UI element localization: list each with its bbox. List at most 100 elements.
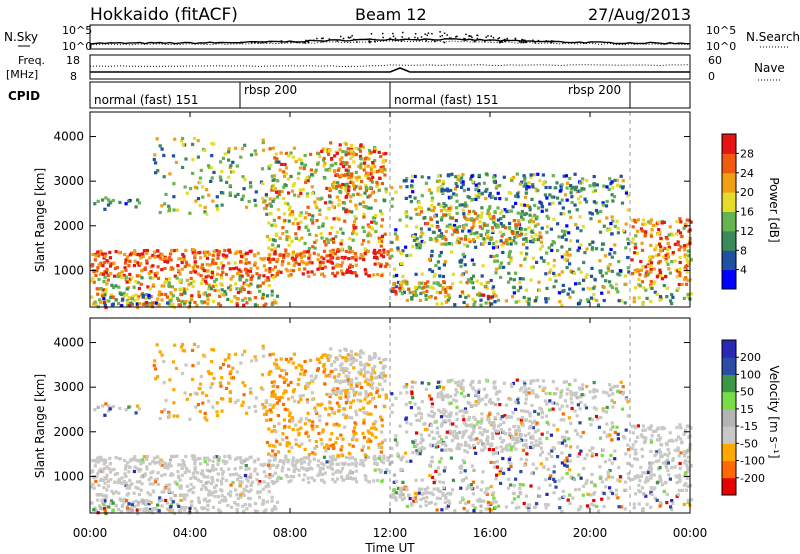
velocity-cell	[575, 432, 580, 436]
velocity-cell	[465, 509, 469, 513]
power-cell	[114, 298, 118, 302]
power-cell	[519, 264, 523, 268]
power-cell	[518, 182, 522, 186]
power-cell	[589, 287, 593, 291]
power-cell	[210, 141, 214, 146]
velocity-cell	[570, 401, 574, 405]
velocity-cell	[284, 456, 288, 461]
power-cell	[113, 274, 117, 278]
velocity-cell	[246, 479, 250, 483]
velocity-cell	[262, 470, 266, 474]
power-cell	[205, 188, 209, 192]
velocity-cell	[337, 423, 341, 427]
velocity-cell	[414, 478, 418, 482]
power-cell	[413, 285, 418, 289]
power-cell	[518, 277, 522, 281]
velocity-cell	[143, 472, 147, 476]
power-cell	[322, 156, 326, 161]
power-cell	[668, 225, 672, 229]
velocity-cell	[214, 467, 218, 471]
noise-spike-dot	[490, 35, 492, 37]
power-cell	[125, 292, 129, 297]
power-cell	[280, 162, 284, 166]
noise-spike-dot	[489, 39, 492, 42]
power-cell	[300, 236, 304, 240]
power-cell	[569, 239, 573, 243]
power-cell	[515, 231, 519, 235]
velocity-cell	[590, 418, 594, 422]
velocity-cell	[221, 459, 225, 463]
velocity-cell	[126, 509, 130, 513]
power-cell	[291, 250, 295, 254]
velocity-cell	[171, 500, 175, 504]
power-cell	[104, 252, 108, 256]
velocity-cell	[97, 469, 101, 473]
power-cell	[631, 237, 635, 241]
velocity-cell	[139, 488, 143, 492]
velocity-cell	[552, 464, 556, 468]
velocity-cell	[363, 363, 367, 367]
velocity-cell	[196, 345, 200, 349]
power-cell	[678, 231, 683, 235]
power-cell	[125, 280, 129, 284]
power-cell	[114, 284, 118, 288]
power-cell	[523, 178, 527, 182]
velocity-cell	[560, 509, 564, 513]
velocity-cell	[216, 472, 220, 476]
power-cell	[514, 194, 518, 198]
velocity-cell	[461, 435, 465, 439]
power-cell	[210, 176, 214, 180]
power-cell	[243, 253, 247, 257]
power-cell	[390, 254, 394, 258]
power-cell	[605, 199, 609, 204]
velocity-cell	[207, 493, 211, 497]
velocity-cell	[189, 393, 193, 397]
power-cell	[333, 154, 337, 158]
velocity-cell	[294, 423, 298, 427]
power-cell	[362, 230, 366, 234]
velocity-cell	[333, 480, 337, 484]
velocity-cell	[462, 506, 466, 511]
power-cell	[596, 211, 600, 215]
velocity-cell	[598, 465, 602, 469]
power-cell	[328, 195, 332, 199]
velocity-cell	[545, 420, 549, 424]
power-cell	[536, 206, 541, 210]
power-cell	[354, 153, 358, 157]
power-cell	[386, 252, 390, 256]
power-cell	[380, 234, 385, 238]
power-cell	[407, 287, 411, 291]
power-cell	[329, 141, 333, 145]
velocity-cell	[453, 509, 457, 513]
velocity-cell	[152, 456, 157, 460]
power-cell	[487, 212, 491, 216]
power-cell	[249, 249, 253, 253]
velocity-cell	[350, 380, 354, 384]
power-cell	[522, 295, 526, 300]
power-cell	[349, 156, 353, 161]
power-cell	[335, 195, 339, 199]
velocity-cell	[240, 353, 245, 357]
velocity-cell	[343, 367, 347, 371]
power-cell	[655, 275, 659, 279]
power-cell	[616, 231, 620, 235]
power-cell	[132, 263, 136, 268]
velocity-cell	[585, 504, 590, 508]
velocity-cell	[239, 459, 243, 463]
power-cell	[412, 235, 416, 239]
velocity-cell	[579, 435, 583, 439]
power-cell	[501, 241, 505, 245]
power-cell	[242, 287, 246, 291]
power-cell	[572, 271, 576, 275]
power-cell	[458, 225, 462, 229]
power-cell	[320, 272, 324, 276]
velocity-cell	[261, 354, 266, 358]
velocity-cell	[498, 403, 502, 407]
velocity-cell	[203, 416, 207, 420]
power-cell	[686, 249, 690, 253]
power-cell	[191, 142, 195, 146]
velocity-cell	[317, 431, 321, 435]
power-cell	[367, 240, 371, 244]
velocity-cell	[561, 489, 565, 493]
